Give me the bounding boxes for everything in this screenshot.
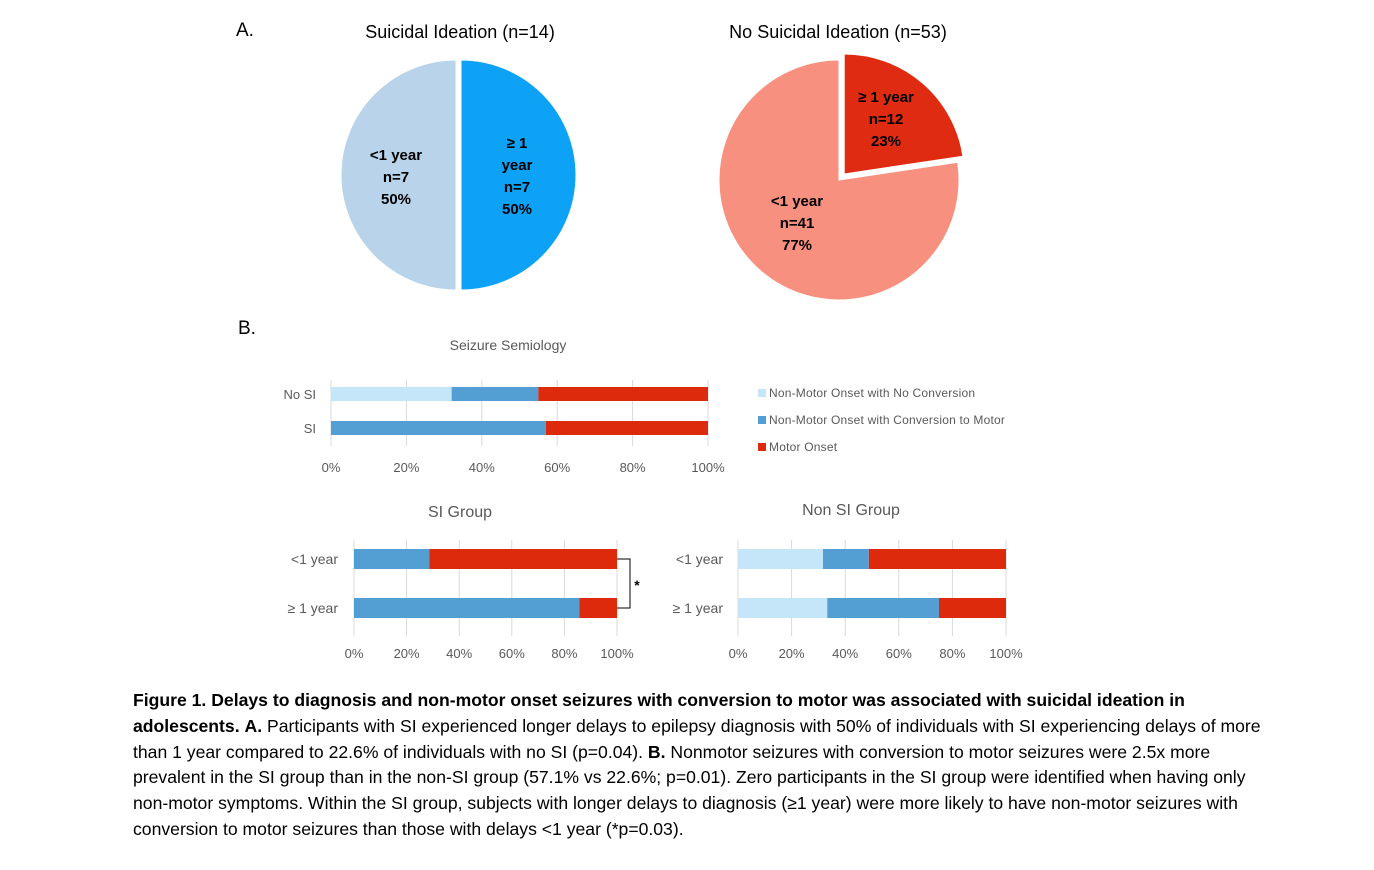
caption-b-text: Nonmotor seizures with conversion to mot… xyxy=(133,741,1246,839)
y-category-label: <1 year xyxy=(291,551,338,567)
x-tick-label: 0% xyxy=(345,646,364,661)
pie-slice-label: 23% xyxy=(871,133,901,150)
legend-swatch xyxy=(758,442,766,451)
y-category-label: No SI xyxy=(283,387,316,402)
pie-slice-label: n=7 xyxy=(504,179,530,196)
legend-item-nonmotor-conversion: Non-Motor Onset with Conversion to Motor xyxy=(758,406,1005,433)
x-tick-label: 80% xyxy=(620,460,646,475)
pie-slice-label: ≥ 1 year xyxy=(858,89,914,106)
pie-slice xyxy=(718,59,960,301)
pie-slice-label: 50% xyxy=(381,191,411,208)
panel-label-b: B. xyxy=(238,318,256,339)
bar-segment xyxy=(354,549,430,569)
pie-slice-label: 50% xyxy=(502,201,532,218)
x-tick-label: 20% xyxy=(779,646,805,661)
bar-segment xyxy=(868,549,1006,569)
bar-segment xyxy=(738,598,828,618)
pie-slice-label: ≥ 1 xyxy=(507,135,528,152)
legend-swatch xyxy=(758,388,766,397)
bar-chart-nonsi-group: 0% 20% 40% 60% 80% 100% <1 year ≥ 1 year xyxy=(673,540,1023,661)
bar-segment xyxy=(331,421,546,435)
x-tick-label: 60% xyxy=(886,646,912,661)
pie-slice-label: <1 year xyxy=(370,147,422,164)
x-tick-label: 20% xyxy=(394,646,420,661)
legend-label: Non-Motor Onset with Conversion to Motor xyxy=(769,412,1006,427)
x-tick-label: 60% xyxy=(544,460,570,475)
panel-label-a: A. xyxy=(236,20,254,41)
pie-slice-label: year xyxy=(502,157,533,174)
pie-slice-label: n=12 xyxy=(869,111,904,128)
x-tick-label: 40% xyxy=(469,460,495,475)
pie-slice xyxy=(843,53,964,175)
y-category-label: <1 year xyxy=(676,551,723,567)
bar-chart-semiology: 0% 20% 40% 60% 80% 100% No SI SI xyxy=(283,380,725,475)
x-tick-label: 0% xyxy=(322,460,341,475)
si-group-title: SI Group xyxy=(427,504,493,521)
y-category-label: ≥ 1 year xyxy=(673,600,724,616)
nonsi-group-title: Non SI Group xyxy=(802,502,900,519)
pie-si-title: Suicidal Ideation (n=14) xyxy=(365,22,555,42)
x-tick-label: 0% xyxy=(729,646,748,661)
x-tick-label: 80% xyxy=(939,646,965,661)
x-tick-label: 20% xyxy=(393,460,419,475)
bar-segment xyxy=(827,598,939,618)
legend-item-nonmotor-no-conversion: Non-Motor Onset with No Conversion xyxy=(758,379,1005,406)
x-tick-label: 60% xyxy=(499,646,525,661)
x-tick-label: 100% xyxy=(989,646,1023,661)
pie-slice-label: n=41 xyxy=(780,215,815,232)
bar-segment xyxy=(354,598,580,618)
pie-slice-label: 77% xyxy=(782,237,812,254)
pie-chart-si: ≥ 1 year n=7 50% <1 year n=7 50% xyxy=(340,59,577,291)
y-category-label: SI xyxy=(304,421,316,436)
pie-slice xyxy=(340,59,457,291)
bar-segment xyxy=(545,421,708,435)
caption-a-text: Participants with SI experienced longer … xyxy=(133,715,1261,762)
legend-label: Motor Onset xyxy=(769,439,838,454)
bar-chart-si-group: 0% 20% 40% 60% 80% 100% <1 year ≥ 1 year * xyxy=(288,540,640,661)
pie-nosi-title: No Suicidal Ideation (n=53) xyxy=(729,22,947,42)
x-tick-label: 40% xyxy=(446,646,472,661)
x-tick-label: 100% xyxy=(691,460,725,475)
pie-slice-label: <1 year xyxy=(771,193,823,210)
bar-segment xyxy=(451,387,539,401)
x-tick-label: 80% xyxy=(551,646,577,661)
x-tick-label: 40% xyxy=(832,646,858,661)
pie-chart-nosi: ≥ 1 year n=12 23% <1 year n=41 77% xyxy=(718,53,964,301)
bar-segment xyxy=(738,549,823,569)
legend-swatch xyxy=(758,415,766,424)
figure-caption: Figure 1. Delays to diagnosis and non-mo… xyxy=(133,688,1273,843)
legend: Non-Motor Onset with No Conversion Non-M… xyxy=(758,379,1005,460)
bar-segment xyxy=(538,387,708,401)
significance-bracket xyxy=(617,558,631,609)
caption-lead: Figure 1. Delays to diagnosis and non-mo… xyxy=(133,690,1185,736)
x-tick-label: 100% xyxy=(600,646,634,661)
bar-segment xyxy=(579,598,617,618)
pie-slice xyxy=(460,59,577,291)
pie-slice-label: n=7 xyxy=(383,169,409,186)
semiology-title: Seizure Semiology xyxy=(449,337,567,353)
significance-asterisk: * xyxy=(634,577,640,593)
legend-item-motor-onset: Motor Onset xyxy=(758,433,1005,460)
bar-segment xyxy=(939,598,1006,618)
caption-a-label: A. xyxy=(244,715,263,736)
y-category-label: ≥ 1 year xyxy=(288,600,339,616)
bar-segment xyxy=(822,549,869,569)
legend-label: Non-Motor Onset with No Conversion xyxy=(769,385,976,400)
bar-segment xyxy=(331,387,452,401)
bar-segment xyxy=(429,549,617,569)
caption-b-label: B. xyxy=(647,741,666,762)
